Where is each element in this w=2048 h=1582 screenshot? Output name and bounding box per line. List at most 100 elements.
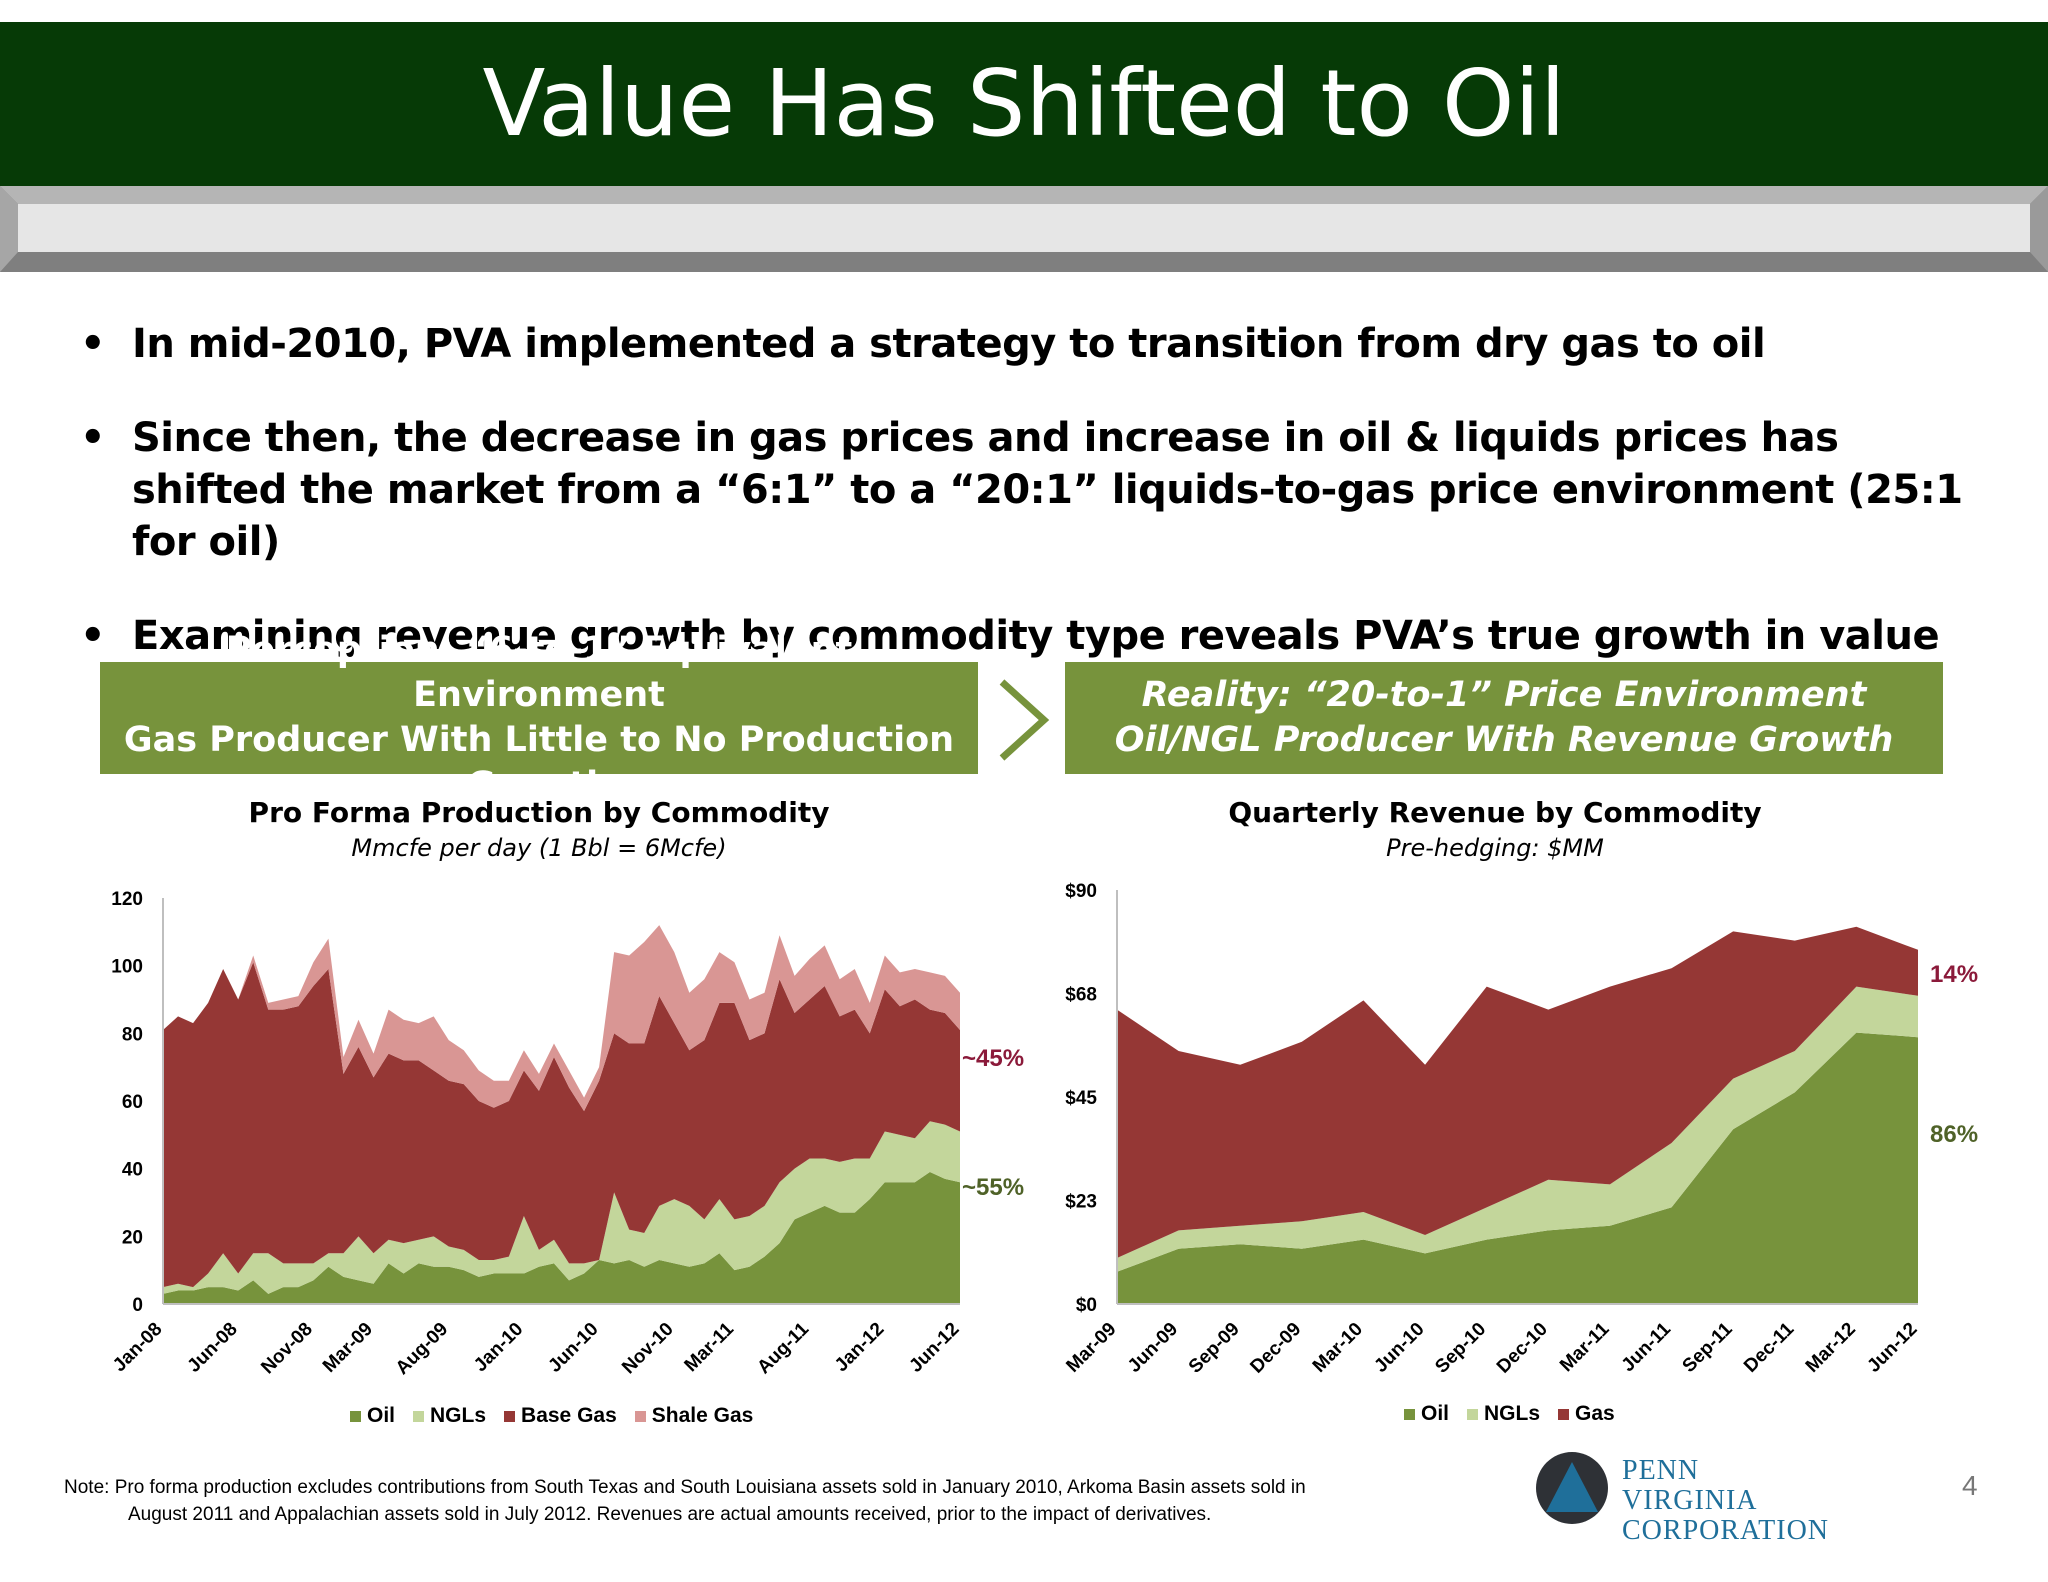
title-bar: Value Has Shifted to Oil — [0, 22, 2048, 186]
bullet-text: In mid-2010, PVA implemented a strategy … — [132, 321, 1766, 367]
y-tick-label: $68 — [1065, 985, 1097, 1006]
y-tick-label: $90 — [1065, 881, 1097, 902]
x-tick-label: Sep-11 — [1679, 1318, 1737, 1376]
bullet-text: Since then, the decrease in gas prices a… — [132, 415, 1963, 565]
perception-banner: Perception: “6-to-1” Equivalent Environm… — [100, 630, 978, 805]
area-ngls — [1117, 986, 1918, 1272]
y-tick-label: 40 — [122, 1160, 143, 1181]
x-tick-label: Jun-09 — [1124, 1319, 1182, 1377]
reality-line-1: Reality: “20-to-1” Price Environment — [1141, 675, 1867, 715]
revenue-chart-subtitle: Pre-hedging: $MM — [1386, 834, 1604, 862]
x-tick-label: Mar-09 — [319, 1319, 377, 1377]
perception-line-2: Gas Producer With Little to No Productio… — [123, 720, 955, 805]
x-tick-label: Aug-09 — [392, 1319, 452, 1379]
legend-swatch — [1558, 1408, 1570, 1420]
area-oil — [163, 1172, 960, 1304]
y-tick-label: 20 — [122, 1227, 143, 1248]
reality-banner: Reality: “20-to-1” Price Environment Oil… — [1065, 662, 1943, 774]
area-base-gas — [163, 962, 960, 1288]
x-tick-label: Sep-10 — [1431, 1319, 1490, 1378]
logo-triangle-icon — [1536, 1452, 1608, 1524]
x-tick-label: Aug-11 — [754, 1318, 814, 1378]
logo-text: PENN VIRGINIA CORPORATION — [1622, 1456, 1836, 1546]
logo-line-2: CORPORATION — [1622, 1515, 1830, 1546]
legend-label: Base Gas — [521, 1404, 617, 1427]
bullet-dot: • — [80, 415, 106, 461]
x-tick-label: Jun-10 — [1370, 1319, 1428, 1377]
x-tick-label: Dec-10 — [1493, 1319, 1552, 1378]
y-tick-label: 120 — [111, 889, 143, 910]
production-legend: Oil NGLs Base Gas Shale Gas — [350, 1404, 753, 1428]
y-tick-label: 100 — [111, 957, 143, 978]
x-tick-label: Nov-10 — [618, 1319, 678, 1379]
bullet-item: • Examining revenue growth by commodity t… — [80, 610, 1980, 662]
legend-swatch — [350, 1410, 361, 1422]
x-tick-label: Jun-12 — [1863, 1319, 1921, 1377]
x-tick-label: Jun-10 — [544, 1319, 602, 1377]
bullet-dot: • — [80, 321, 106, 367]
legend-item-base-gas: Base Gas — [504, 1404, 617, 1428]
area-gas — [1117, 926, 1918, 1258]
legend-label: NGLs — [430, 1404, 487, 1427]
legend-swatch — [413, 1410, 425, 1422]
revenue-chart-title: Quarterly Revenue by Commodity — [1228, 796, 1762, 829]
bullet-dot: • — [80, 613, 106, 659]
legend-label: Gas — [1575, 1402, 1615, 1425]
footnote: Note: Pro forma production excludes cont… — [64, 1474, 1504, 1528]
bullet-item: • Since then, the decrease in gas prices … — [80, 412, 1980, 568]
legend-swatch — [504, 1410, 516, 1422]
legend-item-shale-gas: Shale Gas — [634, 1404, 754, 1428]
legend-swatch — [1467, 1408, 1479, 1420]
x-tick-label: Jun-11 — [1618, 1318, 1676, 1376]
legend-label: Shale Gas — [651, 1404, 754, 1427]
company-logo: PENN VIRGINIA CORPORATION — [1536, 1452, 1836, 1546]
x-tick-label: Jan-08 — [109, 1319, 166, 1376]
legend-label: Oil — [1421, 1402, 1450, 1425]
chevron-right-icon — [999, 679, 1050, 761]
revenue-legend: Oil NGLs Gas — [1404, 1402, 1615, 1426]
x-tick-label: Dec-09 — [1246, 1319, 1305, 1378]
gas-revenue-share-label: 14% — [1930, 961, 1978, 988]
x-tick-label: Jan-12 — [831, 1319, 888, 1376]
area-ngls — [163, 1121, 960, 1294]
perception-line-1: Perception: “6-to-1” Equivalent Environm… — [225, 630, 853, 715]
bullet-item: • In mid-2010, PVA implemented a strategy… — [80, 318, 1980, 370]
gas-share-label: ~45% — [962, 1045, 1024, 1072]
reality-line-2: Oil/NGL Producer With Revenue Growth — [1114, 720, 1894, 760]
area-oil — [1117, 1032, 1918, 1304]
legend-item-gas: Gas — [1558, 1402, 1615, 1426]
y-tick-label: 0 — [132, 1295, 143, 1316]
x-tick-label: Jan-10 — [470, 1319, 527, 1376]
legend-label: Oil — [367, 1404, 396, 1427]
page-number: 4 — [1962, 1470, 1978, 1501]
y-tick-label: 80 — [122, 1024, 143, 1045]
legend-item-oil: Oil — [350, 1404, 395, 1428]
production-chart-title: Pro Forma Production by Commodity — [248, 796, 830, 829]
bullet-list: • In mid-2010, PVA implemented a strategy… — [80, 318, 1980, 704]
x-tick-label: Nov-08 — [257, 1319, 317, 1379]
x-tick-label: Mar-09 — [1062, 1319, 1120, 1377]
legend-item-ngls: NGLs — [413, 1404, 486, 1428]
x-tick-label: Jun-12 — [905, 1319, 963, 1377]
x-tick-label: Mar-11 — [1556, 1318, 1614, 1376]
legend-swatch — [1404, 1408, 1415, 1420]
liquids-revenue-share-label: 86% — [1930, 1121, 1978, 1148]
y-tick-label: $0 — [1076, 1295, 1097, 1316]
x-tick-label: Mar-12 — [1802, 1319, 1860, 1377]
bullet-text: Examining revenue growth by commodity ty… — [132, 613, 1940, 659]
legend-label: NGLs — [1484, 1402, 1541, 1425]
slide-title: Value Has Shifted to Oil — [482, 50, 1566, 157]
legend-swatch — [634, 1410, 646, 1422]
logo-line-1: PENN VIRGINIA — [1622, 1455, 1758, 1516]
x-tick-label: Jun-08 — [184, 1319, 242, 1377]
footnote-line-1: Note: Pro forma production excludes cont… — [64, 1477, 1306, 1498]
legend-item-ngls: NGLs — [1467, 1402, 1540, 1426]
y-tick-label: $45 — [1065, 1088, 1097, 1109]
y-tick-label: $23 — [1065, 1192, 1097, 1213]
title-bevel — [0, 186, 2048, 272]
production-chart-subtitle: Mmcfe per day (1 Bbl = 6Mcfe) — [351, 834, 727, 862]
x-tick-label: Dec-11 — [1740, 1318, 1798, 1376]
x-tick-label: Mar-10 — [1309, 1319, 1367, 1377]
liquids-share-label: ~55% — [962, 1174, 1024, 1201]
